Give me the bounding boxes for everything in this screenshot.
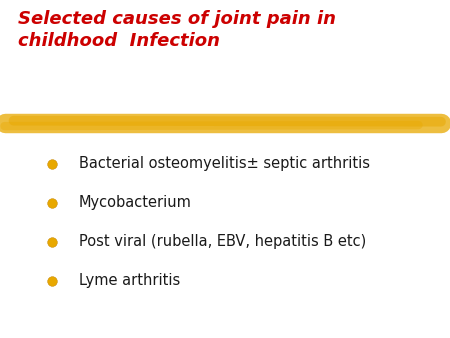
Text: Lyme arthritis: Lyme arthritis xyxy=(79,273,180,288)
Text: Post viral (rubella, EBV, hepatitis B etc): Post viral (rubella, EBV, hepatitis B et… xyxy=(79,234,366,249)
Text: Mycobacterium: Mycobacterium xyxy=(79,195,192,210)
Text: Bacterial osteomyelitis± septic arthritis: Bacterial osteomyelitis± septic arthriti… xyxy=(79,156,370,171)
Text: Selected causes of joint pain in
childhood  Infection: Selected causes of joint pain in childho… xyxy=(18,10,336,50)
